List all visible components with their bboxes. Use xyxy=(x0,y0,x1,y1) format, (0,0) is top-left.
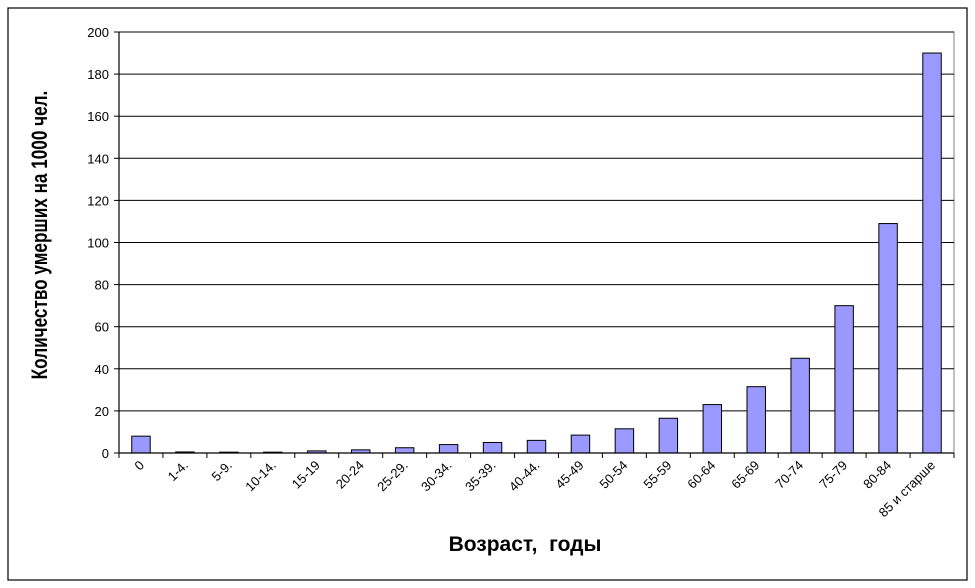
x-tick-label: 5-9. xyxy=(209,458,235,484)
bar-70-74 xyxy=(790,357,810,454)
x-tick-label: 20-24 xyxy=(333,458,367,492)
x-tick-label: 10-14. xyxy=(242,458,279,495)
y-tick-label: 80 xyxy=(95,278,109,293)
x-tick-label: 0 xyxy=(131,458,147,474)
y-axis-title: Количество умерших на 1000 чел. xyxy=(28,91,53,380)
x-tick-labels: 0 1-4. 5-9. 10-14. 15-19 20-24 25-29. 30-34. 35-… xyxy=(131,458,938,520)
y-tick-label: 20 xyxy=(95,404,109,419)
bar-85 и старше xyxy=(922,52,942,454)
bar-0 xyxy=(131,435,151,454)
bar-65-69 xyxy=(746,386,766,454)
x-tick-label: 65-69 xyxy=(728,458,762,492)
bars xyxy=(131,52,942,454)
bar-40-44. xyxy=(526,439,547,454)
x-tick-label: 75-79 xyxy=(816,458,850,492)
x-tick-label: 25-29. xyxy=(374,458,411,495)
bar-50-54 xyxy=(614,428,635,454)
x-tick-label: 45-49 xyxy=(552,458,586,492)
bar-75-79 xyxy=(834,305,854,454)
x-tick-label: 15-19 xyxy=(289,458,323,492)
y-tick-label: 120 xyxy=(87,193,109,208)
x-tick-label: 40-44. xyxy=(506,458,543,495)
gridlines xyxy=(119,31,954,412)
x-tick-label: 50-54 xyxy=(596,458,630,492)
y-tick-label: 160 xyxy=(87,109,109,124)
bar-25-29. xyxy=(394,447,415,454)
axes xyxy=(114,31,955,458)
x-tick-label: 35-39. xyxy=(462,458,499,495)
y-tick-label: 40 xyxy=(95,362,109,377)
bar-80-84 xyxy=(878,223,898,454)
bar-30-34. xyxy=(438,444,459,454)
chart-frame xyxy=(7,7,968,581)
x-tick-label: 80-84 xyxy=(860,458,894,492)
y-tick-label: 180 xyxy=(87,67,109,82)
x-tick-label: 70-74 xyxy=(772,458,806,492)
bar-35-39. xyxy=(482,441,503,454)
bar-60-64 xyxy=(702,404,723,454)
y-tick-label: 0 xyxy=(102,446,109,461)
x-axis-title: Возраст, годы xyxy=(449,533,602,556)
y-tick-label: 140 xyxy=(87,151,109,166)
x-tick-label: 1-4. xyxy=(165,458,191,484)
x-tick-label: 55-59 xyxy=(640,458,674,492)
y-tick-labels: 0 20 40 60 80 100 120 140 160 180 200 xyxy=(87,25,109,461)
bar-55-59 xyxy=(658,417,679,454)
y-tick-label: 200 xyxy=(87,25,109,40)
y-tick-label: 100 xyxy=(87,236,109,251)
bar-45-49 xyxy=(570,434,591,454)
x-tick-label: 30-34. xyxy=(418,458,455,495)
x-tick-label: 60-64 xyxy=(684,458,718,492)
y-tick-label: 60 xyxy=(95,320,109,335)
